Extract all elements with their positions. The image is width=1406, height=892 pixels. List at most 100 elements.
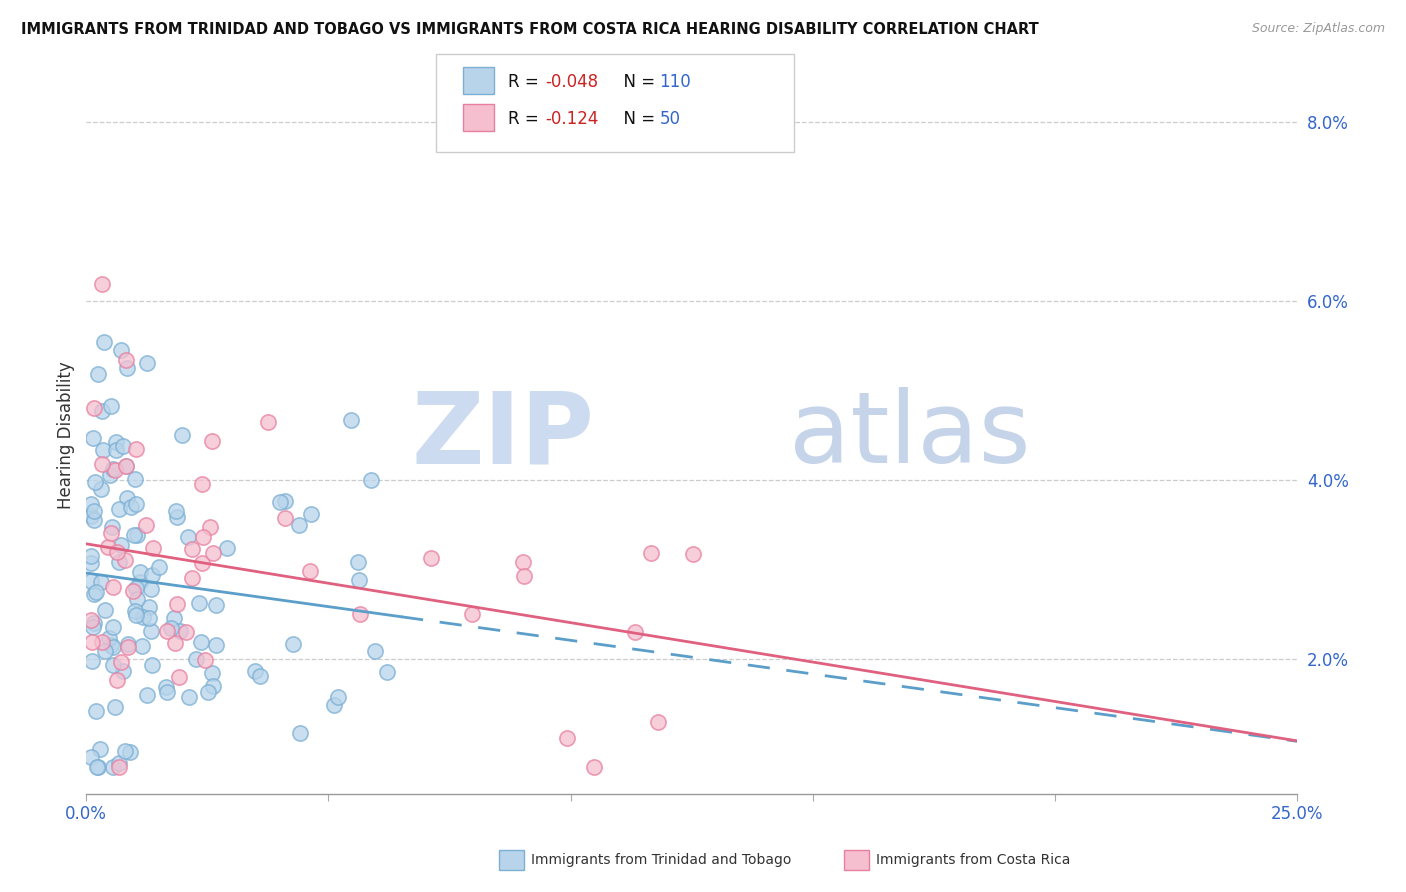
Text: N =: N =: [613, 72, 661, 91]
Point: [299, 507, 322, 521]
Point: [256, 415, 278, 429]
Text: R =: R =: [508, 110, 544, 128]
Text: R =: R =: [508, 72, 544, 91]
Text: N =: N =: [613, 110, 661, 128]
Point: [107, 555, 129, 569]
Point: [117, 637, 139, 651]
Point: [80, 574, 103, 589]
Point: [104, 463, 127, 477]
Point: [90, 482, 112, 496]
Point: [193, 653, 215, 667]
Point: [128, 565, 150, 579]
Point: [135, 689, 157, 703]
Point: [201, 434, 224, 449]
Point: [160, 621, 183, 635]
Point: [135, 517, 157, 532]
Point: [100, 638, 122, 652]
Point: [101, 640, 124, 654]
Text: IMMIGRANTS FROM TRINIDAD AND TOBAGO VS IMMIGRANTS FROM COSTA RICA HEARING DISABI: IMMIGRANTS FROM TRINIDAD AND TOBAGO VS I…: [21, 22, 1039, 37]
Point: [139, 582, 162, 597]
Point: [269, 495, 291, 509]
Point: [114, 553, 136, 567]
Point: [97, 540, 120, 554]
Point: [582, 760, 605, 774]
Point: [80, 509, 103, 524]
Point: [174, 625, 197, 640]
Point: [198, 520, 221, 534]
Point: [163, 636, 186, 650]
Point: [202, 546, 225, 560]
Point: [83, 401, 105, 415]
Point: [91, 442, 114, 457]
Point: [132, 610, 155, 624]
Point: [86, 760, 108, 774]
Text: Immigrants from Trinidad and Tobago: Immigrants from Trinidad and Tobago: [531, 853, 792, 867]
Text: -0.124: -0.124: [546, 110, 599, 128]
Point: [461, 607, 484, 621]
Point: [349, 607, 371, 621]
Point: [115, 352, 138, 367]
Y-axis label: Hearing Disability: Hearing Disability: [58, 361, 75, 509]
Point: [375, 665, 398, 679]
Point: [120, 500, 142, 514]
Point: [555, 731, 578, 745]
Point: [97, 631, 120, 645]
Point: [105, 545, 128, 559]
Point: [347, 555, 370, 569]
Point: [512, 555, 534, 569]
Point: [111, 665, 134, 679]
Point: [339, 412, 361, 426]
Point: [125, 528, 148, 542]
Point: [114, 744, 136, 758]
Point: [124, 608, 146, 623]
Point: [245, 664, 267, 678]
Point: [87, 760, 110, 774]
Point: [89, 741, 111, 756]
Point: [104, 443, 127, 458]
Point: [287, 517, 309, 532]
Point: [360, 474, 382, 488]
Point: [101, 462, 124, 476]
Text: Immigrants from Costa Rica: Immigrants from Costa Rica: [876, 853, 1070, 867]
Point: [125, 442, 148, 456]
Point: [98, 468, 121, 483]
Point: [273, 494, 295, 508]
Point: [101, 658, 124, 673]
Point: [187, 596, 209, 610]
Text: 110: 110: [659, 72, 692, 91]
Point: [101, 520, 124, 534]
Point: [94, 603, 117, 617]
Point: [115, 458, 138, 473]
Point: [117, 640, 139, 654]
Point: [104, 434, 127, 449]
Point: [364, 644, 387, 658]
Point: [125, 581, 148, 595]
Point: [181, 542, 204, 557]
Point: [181, 571, 204, 585]
Point: [281, 637, 304, 651]
Point: [84, 585, 107, 599]
Point: [104, 700, 127, 714]
Point: [93, 334, 115, 349]
Point: [86, 367, 108, 381]
Point: [110, 538, 132, 552]
Point: [288, 726, 311, 740]
Point: [84, 475, 107, 489]
Point: [84, 705, 107, 719]
Point: [156, 685, 179, 699]
Point: [80, 654, 103, 668]
Point: [108, 756, 131, 770]
Point: [640, 546, 662, 560]
Point: [82, 431, 104, 445]
Point: [90, 403, 112, 417]
Point: [125, 497, 148, 511]
Text: Source: ZipAtlas.com: Source: ZipAtlas.com: [1251, 22, 1385, 36]
Text: -0.048: -0.048: [546, 72, 599, 91]
Point: [111, 439, 134, 453]
Point: [170, 427, 193, 442]
Point: [166, 510, 188, 524]
Point: [100, 399, 122, 413]
Point: [190, 635, 212, 649]
Point: [108, 760, 131, 774]
Point: [349, 574, 371, 588]
